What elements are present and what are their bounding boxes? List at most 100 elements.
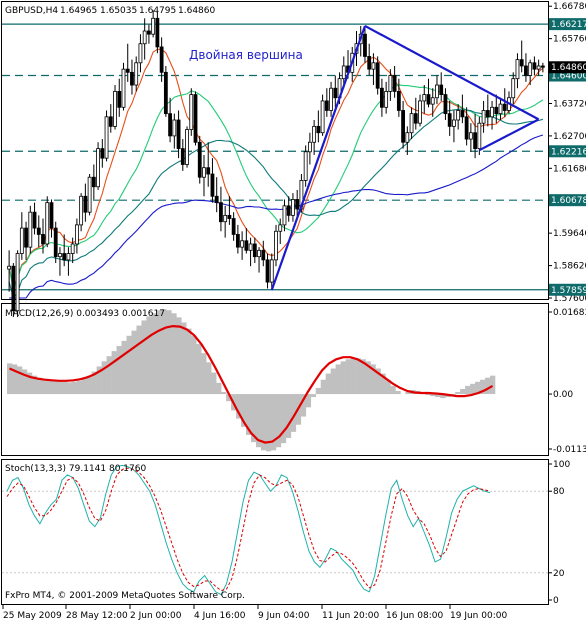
- candle-body: [384, 91, 389, 108]
- macd-bar: [480, 379, 486, 395]
- candle-body: [329, 87, 333, 111]
- ohlc-close: 1.64860: [178, 6, 215, 16]
- candle-body: [100, 148, 105, 159]
- candle-body: [456, 110, 461, 121]
- candle-body: [244, 240, 249, 251]
- candle-body: [15, 253, 20, 312]
- macd-bar: [21, 369, 28, 395]
- candle-body: [121, 68, 126, 108]
- macd-bar: [166, 310, 172, 395]
- candle-body: [312, 125, 317, 143]
- macd-bar: [355, 358, 361, 395]
- candle-body: [265, 259, 270, 283]
- candle-body: [53, 227, 58, 258]
- candle-body: [96, 148, 100, 188]
- candle-body: [278, 224, 283, 232]
- level-price-label: 1.66217: [551, 20, 586, 30]
- level-price-box: [549, 283, 586, 296]
- macd-tick-label: 0.016833: [553, 308, 586, 318]
- candle-body: [498, 103, 503, 115]
- macd-bar: [490, 375, 496, 395]
- candle-body: [303, 151, 308, 181]
- ohlc-open: 1.64965: [60, 6, 97, 16]
- time-tick-label: 19 Jun 00:00: [450, 611, 507, 621]
- stochastic-indicator: [2, 464, 548, 596]
- macd-bar: [465, 385, 471, 395]
- candle-body: [142, 30, 147, 45]
- candle-body: [464, 116, 469, 140]
- candle-body: [261, 249, 266, 261]
- candle-body: [274, 230, 278, 261]
- candle-body: [227, 214, 232, 219]
- candle-body: [536, 65, 541, 70]
- macd-bar: [156, 310, 162, 395]
- moving-averages: [8, 48, 544, 300]
- candle-body: [62, 253, 67, 261]
- macd-bar: [71, 381, 78, 395]
- time-tick-label: 25 May 2009: [3, 611, 62, 621]
- time-tick-label: 2 Jun 00:00: [130, 611, 182, 621]
- candle-body: [409, 113, 414, 134]
- macd-bar: [136, 325, 142, 395]
- candle-body: [210, 173, 215, 197]
- candle-body: [11, 265, 16, 312]
- candle-body: [189, 94, 194, 130]
- macd-bar: [106, 356, 112, 395]
- macd-bar: [7, 363, 13, 395]
- time-tick-label: 28 May 12:00: [66, 611, 128, 621]
- candle-body: [206, 167, 211, 175]
- candle-body: [7, 265, 12, 270]
- candle-body: [219, 202, 223, 223]
- candle-body: [117, 91, 122, 108]
- macd-bar: [270, 394, 277, 451]
- candle-body: [418, 100, 422, 124]
- candle-body: [282, 205, 287, 226]
- candle-body: [473, 132, 478, 150]
- macd-bar: [191, 335, 197, 395]
- macd-bar: [251, 394, 257, 443]
- candle-body: [490, 106, 494, 118]
- candle-body: [396, 91, 401, 111]
- candle-body: [41, 234, 45, 245]
- macd-bar: [435, 394, 441, 398]
- macd-bar: [255, 394, 262, 448]
- candle-body: [79, 195, 84, 226]
- macd-bar: [430, 394, 436, 397]
- time-axis: 25 May 2009 28 May 12:00 2 Jun 00:00 4 Jun …: [2, 605, 507, 621]
- macd-bar: [81, 378, 87, 395]
- ma-slow-line: [8, 108, 544, 300]
- level-price-label: 1.64600: [551, 72, 586, 82]
- candle-body: [392, 75, 397, 92]
- candle-body: [83, 195, 88, 213]
- current-price-label: 1.64860: [551, 63, 586, 73]
- candle-body: [524, 65, 528, 76]
- candle-body: [291, 199, 295, 216]
- ma-long-line: [9, 134, 544, 299]
- macd-bar: [485, 377, 491, 395]
- candle-body: [197, 141, 202, 178]
- candle-body: [28, 211, 33, 248]
- candle-body: [447, 113, 452, 127]
- macd-bar: [405, 392, 411, 395]
- candle-body: [477, 122, 482, 150]
- macd-bar: [91, 371, 97, 395]
- candle-body: [176, 119, 181, 150]
- candle-body: [324, 100, 329, 111]
- candle-body: [134, 62, 139, 86]
- macd-bar: [340, 361, 346, 395]
- candle-body: [91, 176, 96, 188]
- macd-label: MACD(12,26,9) 0.003493 0.001617: [5, 309, 165, 319]
- candle-body: [363, 33, 367, 57]
- macd-bar: [181, 322, 187, 395]
- candle-body: [19, 227, 24, 254]
- candle-body: [528, 62, 533, 76]
- macd-bar: [475, 381, 481, 395]
- candle-body: [155, 17, 160, 48]
- macd-bar: [260, 394, 267, 451]
- price-tick-label: 1.57600: [553, 294, 586, 304]
- macd-bar: [111, 351, 117, 395]
- macd-bar: [206, 362, 212, 395]
- candles: [7, 10, 545, 318]
- candle-body: [430, 97, 435, 105]
